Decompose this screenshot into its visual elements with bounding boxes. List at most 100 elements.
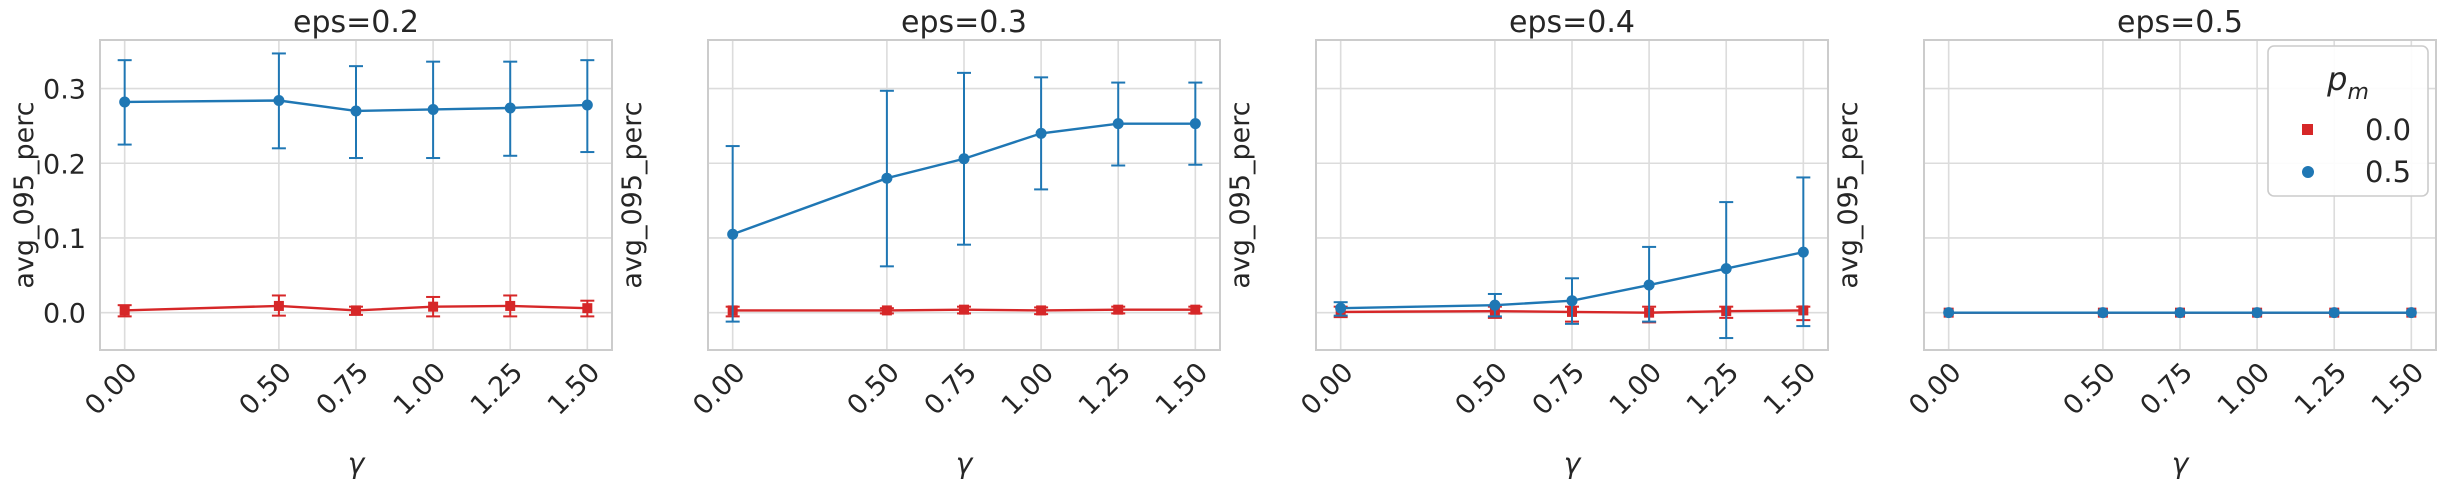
y-tick-label: 0.1 [43,224,86,255]
legend-label: 0.5 [2365,155,2411,189]
series-0-5 [1333,176,1811,340]
x-axis-label: γ [2172,447,2190,480]
data-point [119,305,130,316]
series-0-5 [1943,307,2417,319]
x-axis-label: γ [1564,447,1582,480]
data-point [1566,295,1578,307]
data-point [959,304,969,315]
legend-marker [2302,166,2314,178]
x-tick-label: 0.50 [841,357,905,421]
data-point [1190,304,1201,315]
x-tick-label: 0.75 [919,357,983,421]
data-point [1035,127,1047,139]
y-tick-label: 0.2 [43,149,86,180]
chart-title: eps=0.2 [293,5,419,40]
legend: pm 0.0 0.5 [2267,45,2429,197]
data-point [958,153,970,165]
data-point [119,96,131,108]
x-tick-label: 0.75 [311,357,375,421]
y-tick-label: 0.3 [43,75,86,106]
axes-frame [1315,39,1829,351]
series-line [124,304,588,312]
data-point [273,300,284,311]
chart-title: eps=0.3 [901,5,1027,40]
data-point [2251,307,2263,319]
x-tick-label: 0.75 [1527,357,1591,421]
chart-panel-2: eps=0.3 avg_095_perc 0.00 0.50 0.75 1.00 1.25 1… [617,5,1221,480]
data-point [881,305,892,316]
data-point [428,301,439,312]
y-axis-label: avg_095_perc [617,101,648,288]
chart-panel-3: eps=0.4 avg_095_perc 0.00 0.50 0.75 1.00 1.25 1… [1225,5,1829,480]
x-axis-label: γ [956,447,974,480]
legend-marker [2302,124,2313,135]
data-point [1335,302,1347,314]
chart-title: eps=0.5 [2117,5,2243,40]
x-tick-label: 1.50 [1758,357,1822,421]
x-tick-label: 0.50 [1449,357,1513,421]
series-line [1340,250,1804,310]
x-tick-label: 0.50 [2057,357,2121,421]
x-tick-label: 0.00 [687,357,751,421]
x-tick-label: 1.00 [996,357,1060,421]
chart-panel-4: eps=0.5 avg_095_perc 0.00 0.50 0.75 1.00 1.25 1… [1833,5,2437,480]
x-tick-label: 0.00 [1295,357,1359,421]
series-line [124,99,588,113]
x-tick-label: 1.25 [1073,357,1137,421]
data-point [1720,263,1732,275]
series-0-5 [117,52,595,160]
axes-frame [1923,39,2437,351]
data-point [1943,307,1955,319]
data-point [1643,279,1655,291]
data-point [427,103,439,115]
series-line [1340,309,1804,314]
y-axis-label: avg_095_perc [1225,101,1256,288]
series-0-5 [725,71,1203,323]
x-tick-label: 1.25 [1681,357,1745,421]
legend-box [2267,45,2429,197]
data-point [351,305,361,316]
x-tick-label: 0.50 [233,357,297,421]
x-tick-label: 1.00 [388,357,452,421]
axes-frame [99,39,613,351]
data-point [1189,118,1201,130]
data-point [2097,307,2109,319]
data-point [1113,304,1124,315]
series-line [732,122,1196,236]
x-tick-label: 1.50 [2366,357,2430,421]
data-point [273,95,285,107]
data-point [2174,307,2186,319]
data-point [727,228,739,240]
series-0-0 [725,304,1203,318]
data-point [1489,299,1501,311]
data-point [582,303,593,314]
data-point [504,102,516,114]
x-tick-label: 1.00 [2212,357,2276,421]
data-point [505,300,516,311]
series-line [732,308,1196,312]
data-point [881,172,893,184]
x-tick-label: 1.50 [542,357,606,421]
x-tick-label: 1.00 [1604,357,1668,421]
data-point [1797,246,1809,258]
x-tick-label: 0.00 [1903,357,1967,421]
x-tick-label: 1.25 [2289,357,2353,421]
axes-frame [707,39,1221,351]
series-0-0 [117,294,595,318]
x-tick-label: 1.50 [1150,357,1214,421]
data-point [2405,307,2417,319]
data-point [350,105,362,117]
x-tick-label: 0.75 [2135,357,2199,421]
legend-label: 0.0 [2365,113,2411,147]
data-point [2328,307,2340,319]
y-tick-label: 0.0 [43,299,86,330]
data-point [581,99,593,111]
y-axis-label: avg_095_perc [9,101,40,288]
chart-title: eps=0.4 [1509,5,1635,40]
x-axis-label: γ [348,447,366,480]
x-tick-label: 0.00 [79,357,143,421]
y-axis-label: avg_095_perc [1833,101,1864,288]
x-tick-label: 1.25 [465,357,529,421]
